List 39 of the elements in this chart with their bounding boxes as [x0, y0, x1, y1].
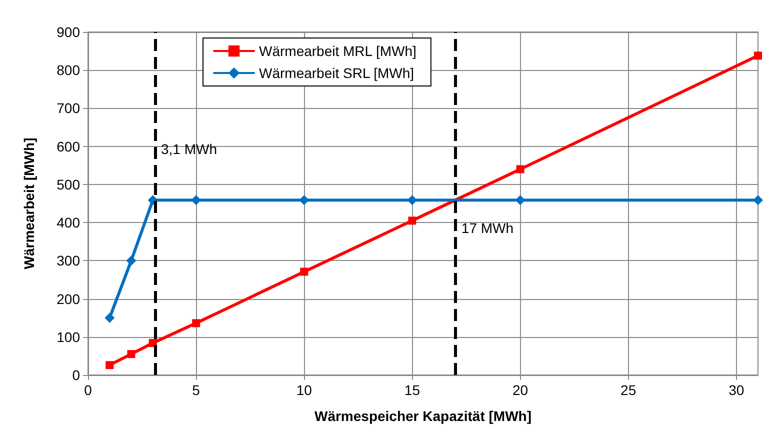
ref-line-label: 3,1 MWh — [161, 141, 218, 158]
y-tick-label: 900 — [56, 24, 80, 40]
legend-label: Wärmearbeit MRL [MWh] — [259, 43, 416, 59]
point — [300, 268, 308, 276]
y-tick-label: 100 — [56, 328, 80, 345]
y-tick-label: 200 — [56, 290, 80, 307]
point — [299, 195, 310, 206]
y-tick-label: 0 — [72, 367, 80, 383]
point — [127, 350, 136, 358]
point — [191, 195, 202, 206]
point — [192, 319, 200, 328]
x-tick-label: 25 — [620, 382, 636, 398]
point — [408, 216, 416, 225]
y-tick-label: 800 — [56, 62, 80, 78]
point — [148, 195, 158, 206]
point — [754, 52, 762, 60]
x-tick-label: 15 — [404, 382, 420, 398]
y-tick-label: 700 — [56, 100, 80, 116]
x-tick-label: 5 — [192, 382, 200, 398]
x-tick-label: 20 — [512, 382, 528, 398]
x-axis-title: Wärmespeicher Kapazität [MWh] — [314, 408, 532, 424]
point — [753, 195, 763, 206]
point — [106, 361, 114, 370]
x-tick-label: 0 — [84, 382, 92, 398]
point — [126, 256, 136, 266]
y-tick-label: 500 — [56, 176, 80, 192]
y-tick-label: 400 — [56, 214, 80, 231]
point — [104, 312, 115, 323]
y-tick-label: 300 — [56, 252, 80, 269]
x-tick-label: 30 — [728, 382, 744, 398]
ref-line-label: 17 MWh — [461, 220, 514, 236]
point — [407, 195, 418, 206]
point — [516, 165, 524, 174]
point — [515, 195, 526, 206]
legend-label: Wärmearbeit SRL [MWh] — [259, 65, 414, 81]
point — [148, 338, 157, 347]
x-tick-label: 10 — [296, 382, 312, 398]
y-tick-label: 600 — [56, 138, 80, 154]
y-axis-title: Wärmearbeit [MWh] — [21, 138, 37, 270]
